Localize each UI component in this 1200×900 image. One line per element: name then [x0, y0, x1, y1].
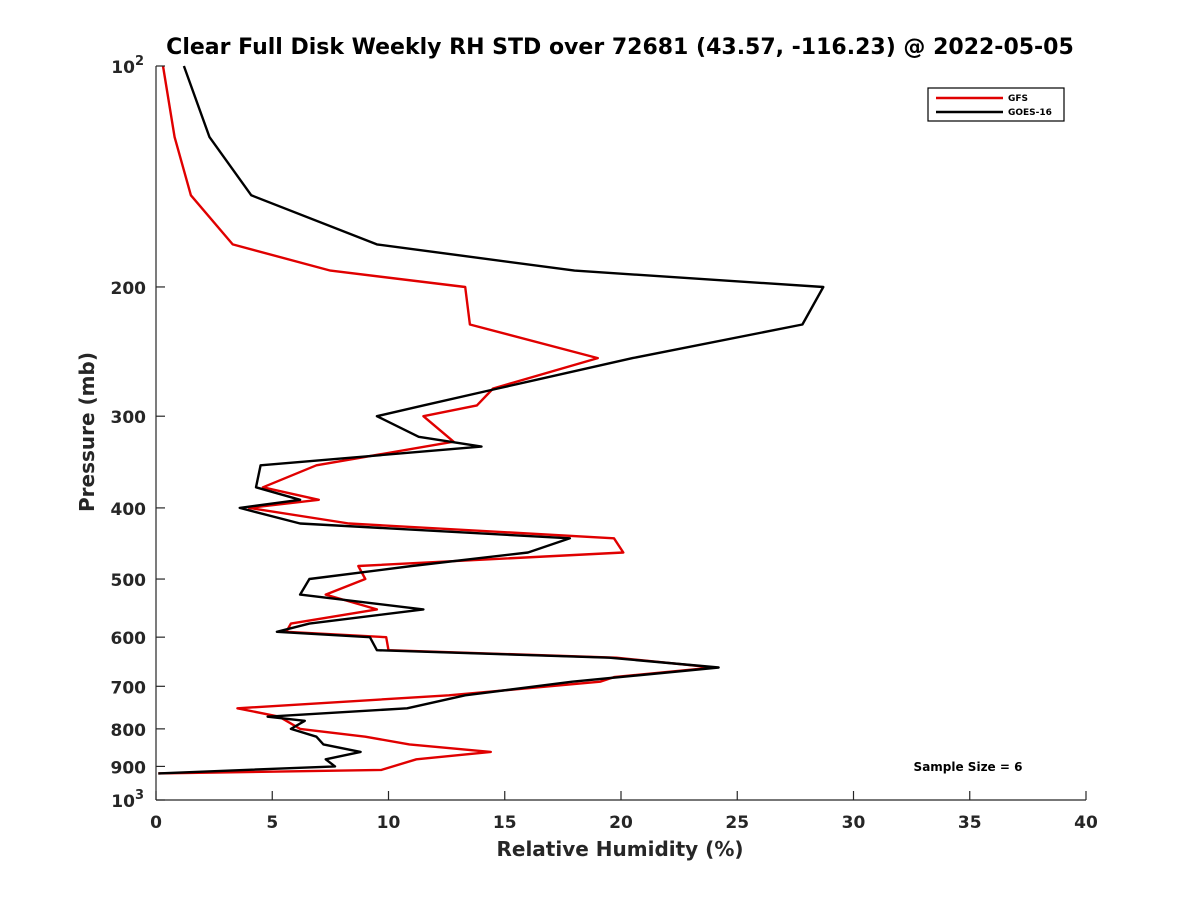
y-tick-label: 300: [111, 408, 147, 428]
y-tick-label: 400: [111, 500, 147, 520]
x-tick-label: 20: [609, 813, 633, 833]
legend-label-gfs: GFS: [1008, 94, 1028, 104]
x-tick-label: 40: [1074, 813, 1098, 833]
sample-size-annotation: Sample Size = 6: [914, 760, 1023, 774]
legend-box: [927, 87, 1065, 122]
x-tick-label: 15: [493, 813, 517, 833]
x-tick-label: 0: [150, 813, 162, 833]
y-tick-label: 200: [111, 279, 147, 299]
series-line-goes-16: [158, 65, 825, 775]
x-tick-label: 10: [377, 813, 401, 833]
y-tick-label: 900: [111, 758, 147, 778]
y-tick-label: 600: [111, 629, 147, 649]
series-line-gfs: [158, 65, 716, 775]
ticks-layer: 0 5 10 15 20 25 30 35 40102200300400500600700800…: [111, 54, 1098, 833]
y-tick-label: 700: [111, 678, 147, 698]
legend-label-goes-16: GOES-16: [1008, 108, 1052, 118]
y-tick-label: 500: [111, 571, 147, 591]
y-tick-label: 800: [111, 721, 147, 741]
x-tick-label: 30: [842, 813, 866, 833]
x-tick-label: 35: [958, 813, 982, 833]
x-axis-label: Relative Humidity (%): [496, 837, 743, 861]
y-axis-label: Pressure (mb): [75, 352, 99, 512]
legend: GFS GOES-16: [927, 87, 1065, 122]
x-tick-label: 25: [725, 813, 749, 833]
series-layer: [158, 65, 825, 775]
chart-title: Clear Full Disk Weekly RH STD over 72681…: [166, 35, 1074, 60]
x-tick-label: 5: [266, 813, 278, 833]
